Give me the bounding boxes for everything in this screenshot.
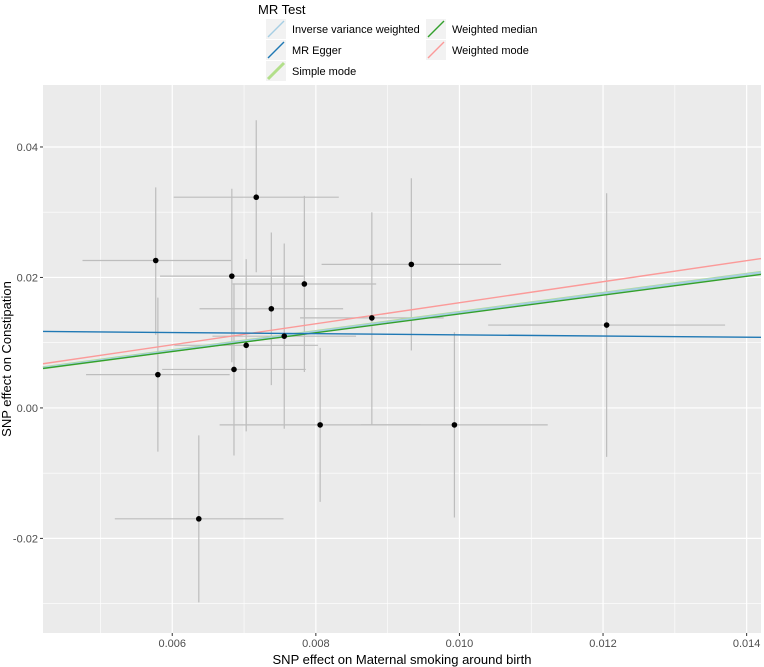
data-point [152, 257, 159, 264]
data-point [268, 305, 275, 312]
x-tick-label: 0.012 [589, 638, 617, 650]
fit-line-weighted-mode [42, 257, 762, 365]
data-point [253, 194, 260, 201]
y-axis-title: SNP effect on Constipation [0, 281, 14, 437]
data-point [451, 422, 458, 428]
x-tick-label: 0.010 [446, 638, 474, 650]
y-tick-label: 0.00 [17, 403, 38, 415]
legend-key-swatch [266, 61, 286, 81]
legend-title: MR Test [258, 2, 306, 17]
data-point [196, 516, 202, 522]
legend-label: Simple mode [292, 66, 356, 78]
data-point [229, 273, 235, 279]
data-point [243, 342, 249, 349]
y-tick-label: -0.02 [13, 533, 38, 545]
legend-key-swatch [267, 20, 285, 38]
legend-label: Weighted mode [452, 45, 529, 57]
data-point [369, 315, 375, 321]
x-tick-label: 0.006 [158, 638, 186, 650]
data-point [231, 366, 237, 373]
legend-label: Weighted median [452, 24, 537, 36]
data-point [301, 281, 308, 287]
data-point [408, 261, 415, 268]
plot-panel [43, 85, 761, 633]
x-axis-title: SNP effect on Maternal smoking around bi… [273, 652, 532, 667]
fit-line-inverse-variance-weighted [42, 271, 762, 369]
legend-key-swatch [267, 41, 285, 59]
fit-line-weighted-median [42, 273, 762, 370]
legend: MR Test Inverse variance weighted MR Egge… [258, 2, 537, 81]
fit-line-mr-egger [42, 330, 762, 339]
data-point [317, 422, 323, 428]
legend-label: MR Egger [292, 45, 342, 57]
legend-key-swatch [427, 20, 445, 38]
data-point [281, 333, 288, 339]
x-tick-label: 0.014 [733, 638, 761, 650]
y-tick-label: 0.02 [17, 272, 38, 284]
y-tick-label: 0.04 [17, 142, 38, 154]
x-tick-label: 0.008 [302, 638, 330, 650]
legend-key-swatch [427, 41, 445, 59]
data-point [155, 371, 161, 378]
data-point [603, 322, 610, 328]
legend-label: Inverse variance weighted [292, 24, 420, 36]
